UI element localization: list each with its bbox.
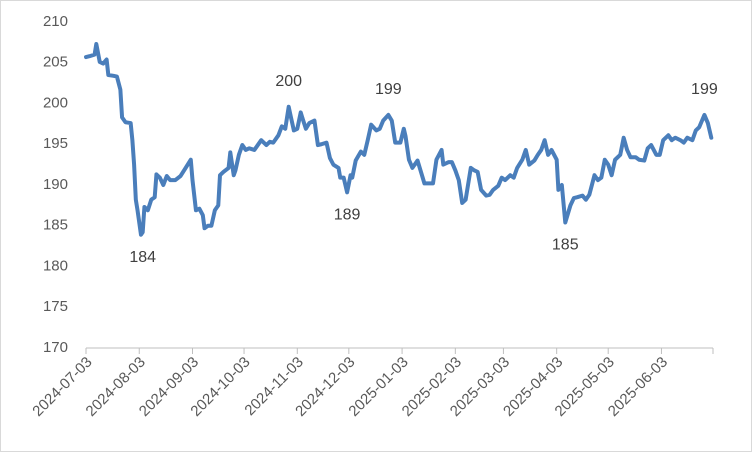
- y-tick-label: 190: [43, 176, 68, 193]
- annotation: 200: [275, 73, 302, 90]
- price-line: [84, 42, 714, 237]
- y-tick-label: 205: [43, 54, 68, 71]
- y-tick-label: 185: [43, 217, 68, 234]
- y-tick-label: 170: [43, 339, 68, 356]
- annotation: 189: [334, 207, 361, 224]
- y-tick-label: 200: [43, 94, 68, 111]
- annotation: 184: [129, 249, 156, 266]
- y-tick-label: 210: [43, 13, 68, 30]
- annotation: 199: [375, 81, 402, 98]
- annotation: 199: [691, 81, 718, 98]
- y-tick-label: 175: [43, 298, 68, 315]
- annotation: 185: [552, 237, 579, 254]
- y-tick-label: 180: [43, 257, 68, 274]
- y-tick-label: 195: [43, 135, 68, 152]
